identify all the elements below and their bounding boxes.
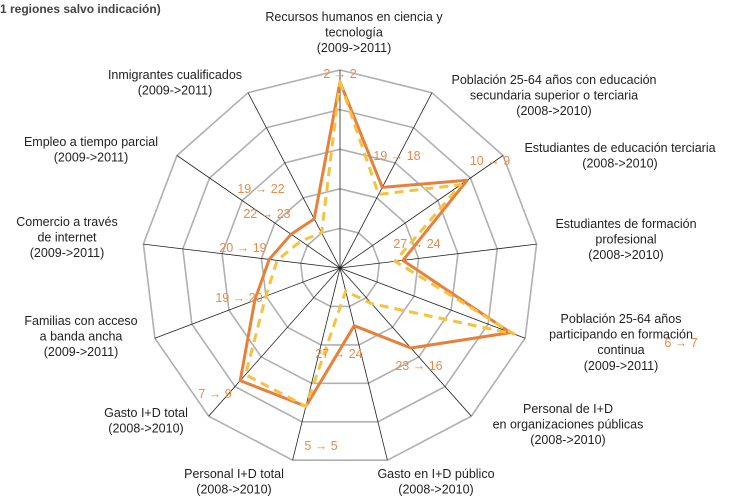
axis-label-line: Personal de I+D	[523, 402, 613, 416]
rank-label: 22 → 23	[243, 207, 290, 221]
rank-label: 2 → 2	[323, 67, 356, 81]
axis-label-line: de internet	[37, 231, 97, 245]
axis-label-line: Empleo a tiempo parcial	[24, 135, 158, 149]
axis-spoke	[339, 267, 526, 339]
rank-label: 6 → 7	[664, 336, 697, 350]
axis-label-line: Gasto en I+D público	[377, 467, 494, 481]
axis-label-line: (2009->2011)	[30, 246, 104, 260]
axis-label-line: en organizaciones públicas	[493, 418, 644, 432]
rank-label: 19 → 22	[237, 182, 284, 196]
axis-label-line: (2009->2011)	[138, 84, 212, 98]
axis-label-line: (2009->2011)	[584, 359, 658, 373]
axis-label-line: (2008->2010)	[530, 433, 605, 447]
axis-label-line: (2009->2011)	[44, 345, 118, 359]
axis-label-line: tecnología	[325, 26, 383, 40]
axis-label: Comercio a través de internet (2009->2011)	[16, 215, 117, 260]
axis-label-line: Estudiantes de formación	[555, 217, 696, 231]
series-line-final	[238, 80, 512, 408]
axis-label-line: a banda ancha	[40, 330, 123, 344]
axis-spoke	[339, 155, 504, 269]
axis-label: Gasto en I+D público (2008->2010)	[377, 467, 494, 497]
axis-label-line: secundaria superior o terciaria	[470, 89, 638, 103]
axis-label-line: (2008->2010)	[588, 248, 663, 262]
rank-label: 27 → 24	[315, 347, 362, 361]
axis-label-line: Recursos humanos en ciencia y	[265, 10, 443, 24]
series-line-initial	[244, 80, 516, 408]
rank-label: 27 → 24	[393, 237, 440, 251]
axis-label-line: continua	[597, 343, 644, 357]
axis-label: Población 25-64 años participando en form…	[549, 312, 693, 373]
axis-spoke	[143, 243, 341, 269]
grid-ring	[142, 69, 538, 462]
axis-label-line: Personal I+D total	[184, 467, 284, 481]
axis-label-line: (2008->2010)	[196, 483, 271, 497]
radar-series	[238, 80, 516, 408]
axis-labels: Recursos humanos en ciencia y tecnología(…	[16, 10, 715, 497]
axis-spoke	[176, 155, 341, 269]
axis-label-line: (2008->2010)	[516, 104, 591, 118]
rank-label: 20 → 19	[219, 241, 266, 255]
axis-label-line: (2008->2010)	[398, 483, 473, 497]
axis-label-line: participando en formación	[549, 328, 693, 342]
axis-label: Personal de I+D en organizaciones pública…	[493, 402, 644, 447]
axis-spoke	[247, 92, 341, 269]
axis-label: Inmigrantes cualificados (2009->2011)	[108, 68, 242, 98]
axis-spoke	[339, 243, 537, 269]
axis-label: Empleo a tiempo parcial (2009->2011)	[24, 135, 158, 165]
rank-labels: 2 → 2 19 → 18 10 → 9 27 → 24 6 → 7 23 → 16 27 …	[198, 67, 697, 453]
axis-label: Personal I+D total (2008->2010)	[184, 467, 284, 497]
axis-label: Estudiantes de formación profesional (2008…	[555, 217, 696, 262]
grid-ring	[260, 187, 420, 346]
axis-label-line: Familias con acceso	[24, 314, 137, 328]
rank-label: 7 → 9	[198, 387, 231, 401]
axis-label: Estudiantes de educación terciaria (2008-…	[524, 141, 715, 171]
axis-spoke	[339, 267, 472, 417]
rank-label: 10 → 9	[470, 154, 510, 168]
rank-label: 19 → 18	[373, 149, 420, 163]
axis-label: Gasto I+D total (2008->2010)	[104, 406, 188, 436]
axis-spoke	[339, 267, 388, 461]
axis-spoke	[154, 267, 341, 339]
axis-label: Población 25-64 años con educación secund…	[451, 73, 656, 118]
rank-label: 23 → 16	[395, 359, 442, 373]
axis-label-line: (2009->2011)	[54, 151, 128, 165]
axis-label-line: Inmigrantes cualificados	[108, 68, 242, 82]
axis-label-line: (2009->2011)	[317, 41, 391, 55]
grid-ring	[181, 108, 499, 423]
axis-label-line: Gasto I+D total	[104, 406, 188, 420]
axis-label-line: Población 25-64 años	[561, 312, 682, 326]
axis-spoke	[292, 267, 341, 461]
axis-label-line: (2008->2010)	[582, 157, 657, 171]
radar-grid	[142, 69, 538, 462]
axis-label-line: (2008->2010)	[108, 422, 183, 436]
axis-label: Familias con acceso a banda ancha (2009->2…	[24, 314, 137, 359]
rank-label: 19 → 20	[215, 291, 262, 305]
axis-label-line: Población 25-64 años con educación	[451, 73, 656, 87]
axis-spoke	[339, 92, 433, 269]
axis-label-line: Estudiantes de educación terciaria	[524, 141, 715, 155]
axis-label: Recursos humanos en ciencia y tecnología(…	[265, 10, 443, 55]
axis-label-line: Comercio a través	[16, 215, 117, 229]
axis-spoke	[208, 267, 341, 417]
axis-label-line: profesional	[595, 233, 656, 247]
chart-header-note: 1 regiones salvo indicación)	[0, 2, 161, 16]
rank-label: 5 → 5	[304, 439, 337, 453]
